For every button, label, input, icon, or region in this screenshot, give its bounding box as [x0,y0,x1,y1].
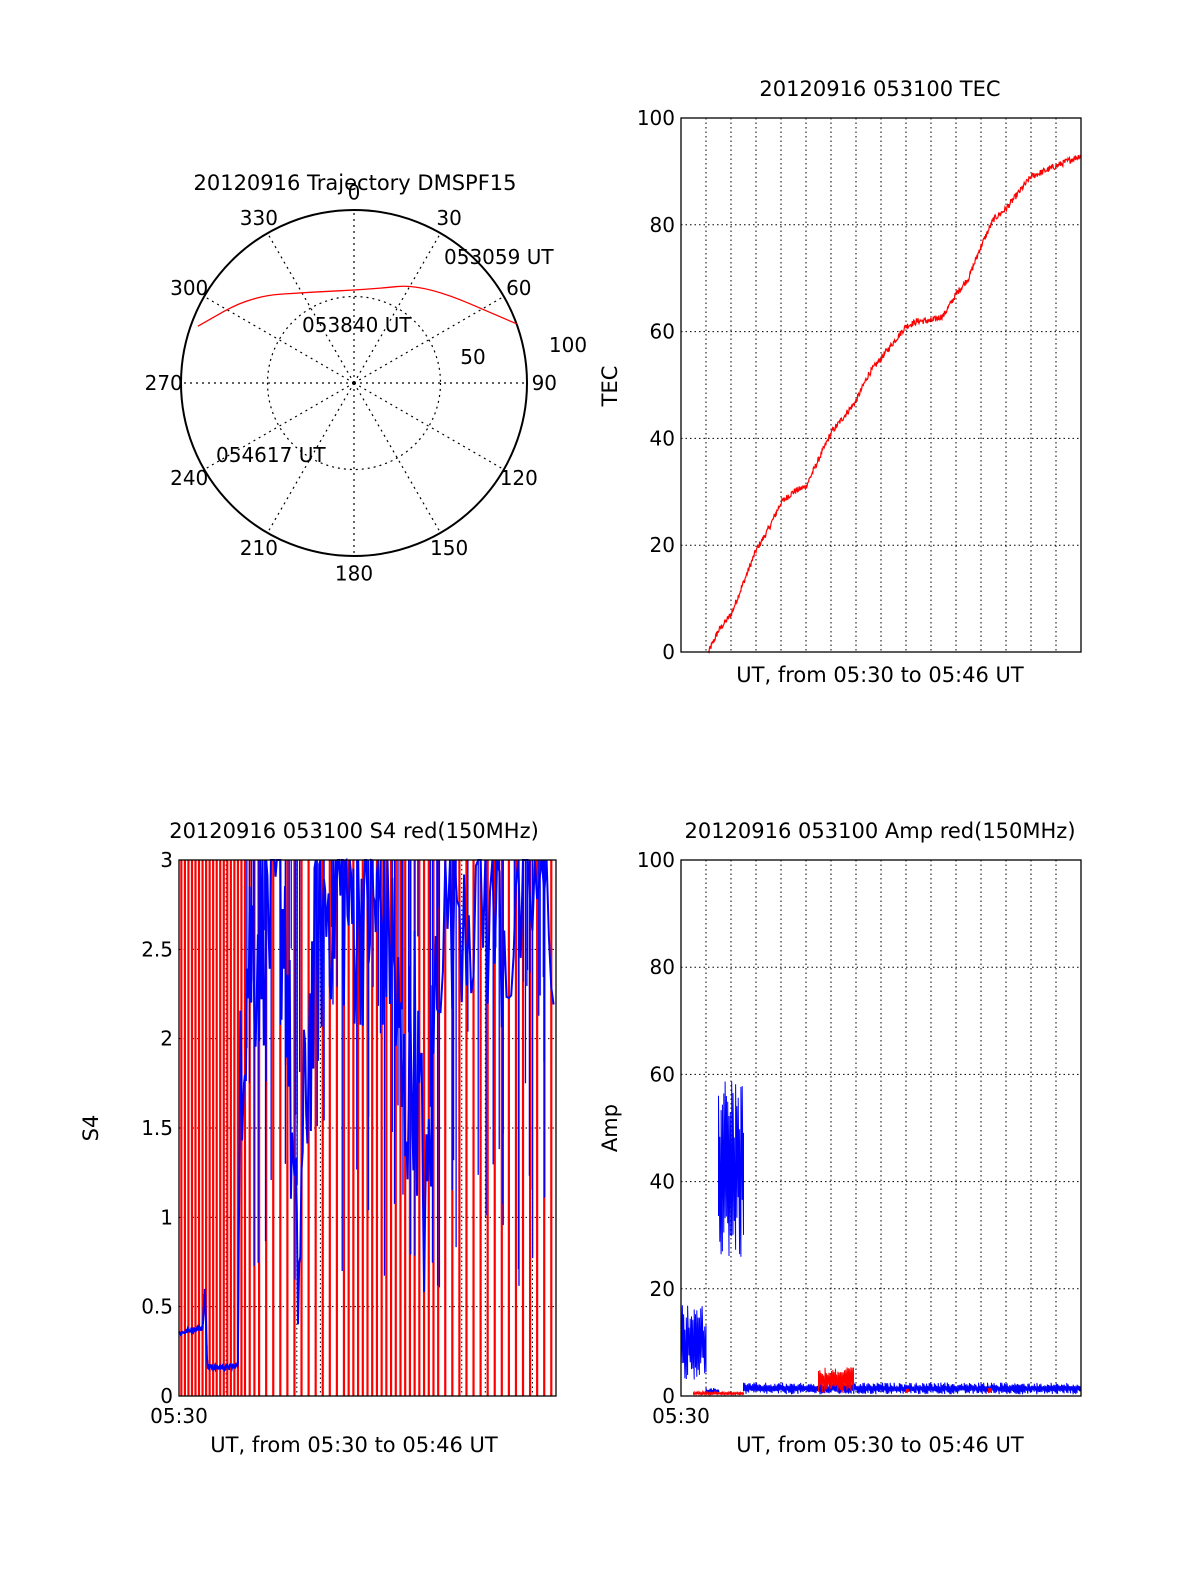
tec-ylabel: TEC [598,366,622,408]
amp-axes: 0 20 40 60 80 100 05:30 [637,848,1082,1428]
radial-ring-label: 100 [549,333,587,357]
polar-spoke [353,382,505,471]
y-tick-label: 80 [650,955,675,979]
polar-spoke [203,382,355,471]
polar-grid: 0 30 60 90 120 150 180 210 240 270 300 330 50 100 [145,181,587,586]
axes-frame [178,859,557,1397]
amp-red-segment [693,1389,744,1397]
tec-xlabel: UT, from 05:30 to 05:46 UT [736,663,1024,687]
polar-spoke [266,232,355,384]
amp-red-segment [905,1388,909,1394]
azimuth-label: 240 [170,466,208,490]
y-tick-label: 80 [650,213,675,237]
y-tick-label: 100 [637,848,675,872]
polar-trajectory: 053059 UT 053840 UT 054617 UT [197,245,554,467]
amp-ylabel: Amp [598,1104,622,1152]
amp-panel: 20120916 053100 Amp red(150MHz) UT, from… [598,819,1082,1457]
time-annotation: 054617 UT [216,443,326,467]
amp-blue-segment [680,1305,707,1380]
time-annotation: 053840 UT [302,313,412,337]
amp-title: 20120916 053100 Amp red(150MHz) [684,819,1075,843]
tec-title: 20120916 053100 TEC [759,77,1000,101]
azimuth-label: 330 [240,206,278,230]
polar-spoke [353,382,442,534]
y-tick-label: 0.5 [141,1295,173,1319]
axes-frame [680,859,1082,1397]
y-tick-label: 0 [160,1384,173,1408]
azimuth-label: 30 [436,206,461,230]
azimuth-label: 90 [532,371,557,395]
y-tick-label: 0 [662,1384,675,1408]
azimuth-label: 270 [145,371,183,395]
y-tick-label: 2 [160,1027,173,1051]
y-tick-label: 2.5 [141,937,173,961]
y-tick-label: 60 [650,1062,675,1086]
y-tick-label: 1.5 [141,1116,173,1140]
polar-spoke [266,382,355,534]
azimuth-label: 180 [335,561,373,585]
x-tick-label: 05:30 [652,1404,710,1428]
y-tick-label: 20 [650,1277,675,1301]
y-tick-label: 60 [650,320,675,344]
y-tick-label: 20 [650,533,675,557]
azimuth-label: 150 [430,536,468,560]
y-tick-label: 1 [160,1205,173,1229]
tec-series-line [707,154,1082,655]
s4-title: 20120916 053100 S4 red(150MHz) [169,819,539,843]
s4-panel: 20120916 053100 S4 red(150MHz) UT, from … [79,819,557,1457]
azimuth-label: 60 [506,276,531,300]
axes-frame [680,117,1082,653]
polar-spoke [353,295,505,384]
tec-axes: 0 20 40 60 80 100 [637,106,1082,664]
trajectory-line [197,285,517,327]
radial-ring-label: 50 [460,345,485,369]
polar-trajectory-panel: 20120916 Trajectory DMSPF15 0 30 60 90 120 15… [145,171,587,585]
azimuth-label: 0 [348,181,361,205]
y-tick-label: 0 [662,640,675,664]
time-annotation: 053059 UT [444,245,554,269]
amp-blue-segment [743,1382,1082,1395]
s4-ylabel: S4 [79,1115,103,1142]
s4-axes: 0 0.5 1 1.5 2 2.5 3 05:30 [141,848,557,1428]
amp-red-segment [818,1367,854,1394]
amp-xlabel: UT, from 05:30 to 05:46 UT [736,1433,1024,1457]
polar-title: 20120916 Trajectory DMSPF15 [193,171,516,195]
azimuth-label: 300 [170,276,208,300]
y-tick-label: 40 [650,1170,675,1194]
polar-spoke [203,295,355,384]
amp-blue-segment [718,1081,744,1257]
polar-spoke [353,232,442,384]
azimuth-label: 120 [500,466,538,490]
polar-outer-ring [180,209,528,557]
x-tick-label: 05:30 [150,1404,208,1428]
tec-panel: 20120916 053100 TEC UT, from 05:30 to 05… [598,77,1082,687]
y-tick-label: 100 [637,106,675,130]
azimuth-label: 210 [240,536,278,560]
amp-red-segment [988,1388,992,1394]
s4-xlabel: UT, from 05:30 to 05:46 UT [210,1433,498,1457]
y-tick-label: 40 [650,426,675,450]
polar-inner-ring [266,295,442,471]
y-tick-label: 3 [160,848,173,872]
